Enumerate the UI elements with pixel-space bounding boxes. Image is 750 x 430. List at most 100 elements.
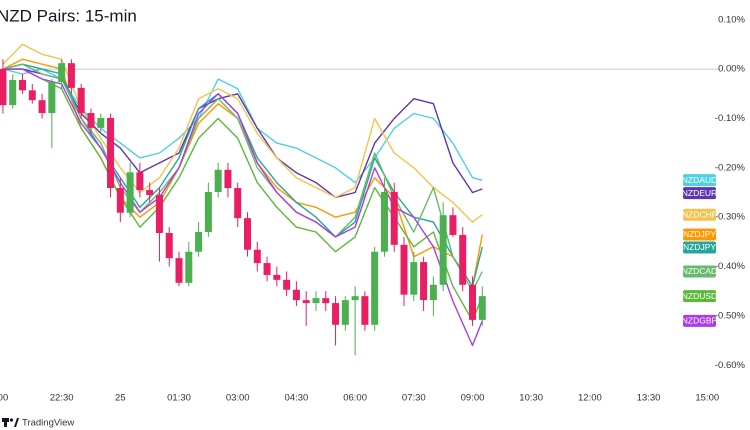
x-tick-label: 06:00 [343,393,367,404]
logo-part [14,418,19,427]
legend-label: NZDCAD [682,266,717,276]
candle-body [361,296,369,325]
candle-body [224,169,232,189]
logo-part [9,418,14,422]
candle-body [332,303,340,325]
x-tick-label: 10:30 [519,393,543,404]
candle-body [429,284,437,301]
candle-body [195,231,203,252]
series-line [2,63,483,292]
tradingview-logo [2,418,19,427]
axes-layer: 0.10% 0.00% -0.10% -0.20% -0.30% -0.40% -0.50%… [0,14,746,403]
series-line [2,68,483,322]
candle-body [273,274,281,280]
candle-body [38,100,46,114]
candle-body [175,258,183,283]
x-tick-label: 03:00 [226,393,250,404]
candle-body [449,215,457,235]
candle-body [214,169,222,193]
x-tick-label: 12:00 [578,393,602,404]
y-tick-label: -0.30% [715,212,746,223]
candle-body [478,296,486,320]
candle-body [322,298,330,304]
y-tick-label: -0.10% [715,113,746,124]
candle-body [116,188,124,213]
x-tick-label: 01:30 [167,393,191,404]
candle-body [244,218,251,250]
candle-body [9,79,17,106]
candle-body [58,63,66,82]
candle-body [155,194,163,233]
candle-body [312,298,320,304]
candle-body [410,262,418,295]
legend: NZDAUD NZDEUR NZDCHF NZDJPY NZDJPY NZDCAD NZDU… [682,174,718,327]
legend-pill [683,228,716,241]
candles-layer [0,59,486,356]
x-tick-label: 07:30 [402,393,426,404]
candle-body [0,69,7,106]
candle-body [380,192,388,252]
series-line [2,68,483,347]
candle-body [28,90,36,101]
x-tick-label: 09:00 [461,393,485,404]
x-tick-label: 15:00 [695,393,719,404]
candle-body [302,300,310,304]
logo-part [2,418,9,422]
legend-label: NZDCHF [682,209,717,219]
candle-body [341,300,349,325]
candle-body [126,172,134,213]
x-tick-label: 22:30 [50,393,74,404]
legend-pill [683,187,716,200]
series-line [2,43,483,223]
candle-body [420,262,428,301]
legend-label: NZDJPY [683,229,716,239]
candle-body [77,87,85,114]
legend-pill [683,290,716,303]
candle-body [67,63,75,88]
y-tick-label: 0.00% [718,64,745,75]
x-tick-label: 13:30 [637,393,661,404]
chart-title: NZD Pairs: 15-min [0,6,137,25]
legend-pill [683,241,716,254]
candle-body [459,234,467,285]
candle-body [146,190,154,195]
y-tick-label: -0.50% [715,310,746,321]
candle-body [234,188,242,219]
candle-body [400,244,408,295]
x-tick-label: 04:30 [285,393,309,404]
x-tick-label: 00 [0,393,8,404]
candle-body [263,263,271,275]
y-tick-label: -0.40% [715,261,746,272]
candle-body [204,192,212,232]
candle-body [136,172,144,191]
candle-body [439,215,447,285]
candle-body [165,232,173,259]
y-tick-label: -0.20% [715,162,746,173]
legend-label: NZDGBP [682,316,718,326]
candle-body [97,117,105,128]
candle-body [371,251,379,325]
legend-pill [683,208,716,221]
y-tick-label: -0.60% [715,360,746,371]
candle-body [292,289,300,301]
legend-pill [683,174,716,187]
candle-body [469,284,476,320]
legend-label: NZDAUD [682,175,717,185]
y-tick-label: 0.10% [718,14,745,25]
legend-pill [683,265,716,278]
candle-body [107,117,115,189]
candle-body [48,81,56,114]
legend-pill [683,314,716,327]
candle-body [19,79,26,91]
legend-label: NZDJPY [683,242,716,252]
candle-body [283,279,291,290]
candle-body [185,251,193,283]
footer-brand: TradingView [22,418,74,429]
candle-body [351,296,359,301]
legend-label: NZDEUR [682,188,717,198]
candle-body [390,192,398,245]
candle-body [87,113,95,128]
logo-part [4,422,7,427]
